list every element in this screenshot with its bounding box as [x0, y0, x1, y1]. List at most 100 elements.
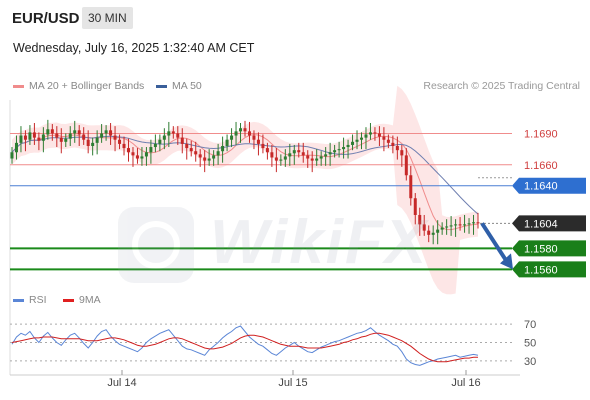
candle-body — [203, 157, 207, 161]
timeframe-badge[interactable]: 30 MIN — [82, 7, 133, 29]
candle-body — [274, 157, 278, 161]
candle-body — [351, 141, 355, 145]
candle-body — [342, 147, 346, 150]
candle-body — [386, 139, 390, 143]
candle-body — [256, 139, 260, 144]
candle-body — [113, 135, 117, 140]
candle-body — [50, 129, 54, 134]
candle-body — [100, 133, 104, 138]
chart-datetime: Wednesday, July 16, 2025 1:32:40 AM CET — [13, 41, 255, 55]
legend-rsi: RSI — [13, 294, 47, 306]
legend-rsi-ma: 9MA — [63, 294, 101, 306]
candle-body — [476, 222, 480, 224]
candle-body — [198, 154, 202, 158]
candle-body — [368, 132, 372, 135]
candle-body — [382, 136, 386, 140]
candle-body — [467, 223, 471, 225]
candle-body — [279, 159, 283, 161]
candle-body — [333, 150, 337, 153]
watermark-text: WikiFX — [210, 208, 429, 277]
candle-body — [216, 151, 220, 156]
candle-body — [59, 137, 63, 142]
candle-body — [73, 130, 77, 134]
candle-body — [324, 154, 328, 157]
candle-body — [234, 131, 238, 136]
watermark: WikiFX — [118, 207, 498, 307]
candle-body — [32, 132, 36, 138]
candle-body — [46, 129, 50, 135]
candle-body — [395, 145, 399, 151]
candle-body — [328, 152, 332, 155]
rsi-label: RSI — [29, 294, 47, 306]
candle-body — [319, 156, 323, 159]
level-tag-text-1.1640: 1.1640 — [524, 181, 558, 193]
candle-body — [265, 148, 269, 153]
candle-body — [360, 137, 363, 140]
candle-body — [82, 134, 86, 140]
candle-body — [95, 137, 99, 143]
candle-body — [301, 152, 305, 156]
candle-body — [189, 148, 193, 152]
x-axis-label: Jul 16 — [451, 377, 480, 389]
wikifx-logo-icon — [118, 207, 194, 283]
candle-body — [158, 139, 162, 144]
candle-body — [355, 139, 359, 142]
candle-body — [458, 224, 462, 226]
level-label-1.1690: 1.1690 — [524, 128, 558, 140]
rsi-series-9MA — [11, 332, 478, 363]
candle-body — [41, 134, 45, 141]
candle-body — [247, 131, 251, 136]
rsi-ma-swatch — [63, 298, 74, 302]
candle-body — [127, 148, 130, 153]
ma50-line — [11, 135, 479, 215]
candle-body — [404, 155, 408, 176]
level-tag-text-1.1580: 1.1580 — [524, 243, 558, 255]
ma50-swatch — [156, 84, 167, 88]
legend-ma50: MA 50 — [156, 80, 202, 92]
candle-body — [292, 150, 296, 154]
rsi-series-RSI — [11, 325, 479, 366]
candle-body — [91, 142, 95, 146]
candle-body — [283, 156, 287, 160]
candle-body — [413, 198, 417, 215]
level-tag-1.1640 — [512, 177, 586, 194]
x-axis-label: Jul 14 — [107, 377, 136, 389]
research-credit: Research © 2025 Trading Central — [423, 80, 580, 92]
candle-body — [306, 155, 310, 159]
candle-body — [288, 153, 292, 157]
symbol-title: EUR/USD — [12, 10, 80, 27]
rsi-tick-50: 50 — [524, 338, 536, 350]
ma20-swatch — [13, 84, 24, 88]
candle-body — [104, 130, 108, 134]
ma20-label: MA 20 + Bollinger Bands — [29, 80, 145, 92]
candle-body — [86, 139, 90, 146]
rsi-swatch — [13, 298, 24, 302]
candle-body — [140, 156, 144, 159]
candle-body — [37, 137, 41, 141]
candle-body — [118, 139, 122, 144]
candle-body — [436, 229, 440, 233]
level-label-1.1660: 1.1660 — [524, 160, 558, 172]
candle-body — [19, 135, 23, 143]
candle-body — [28, 132, 32, 140]
candle-body — [55, 133, 59, 138]
candle-body — [144, 152, 148, 157]
candle-body — [180, 137, 184, 144]
candle-body — [176, 133, 180, 138]
candle-body — [23, 135, 27, 140]
candle-body — [14, 142, 18, 153]
candle-body — [472, 222, 476, 224]
candle-body — [422, 224, 426, 231]
candle-body — [252, 135, 256, 140]
candle-body — [149, 147, 153, 153]
candle-body — [135, 155, 139, 159]
candle-body — [377, 133, 381, 137]
candle-body — [77, 130, 81, 135]
candle-body — [243, 128, 247, 132]
candle-body — [185, 143, 189, 149]
candle-body — [10, 152, 14, 159]
candle-body — [171, 131, 175, 134]
candle-body — [418, 214, 422, 225]
candle-body — [212, 155, 216, 159]
